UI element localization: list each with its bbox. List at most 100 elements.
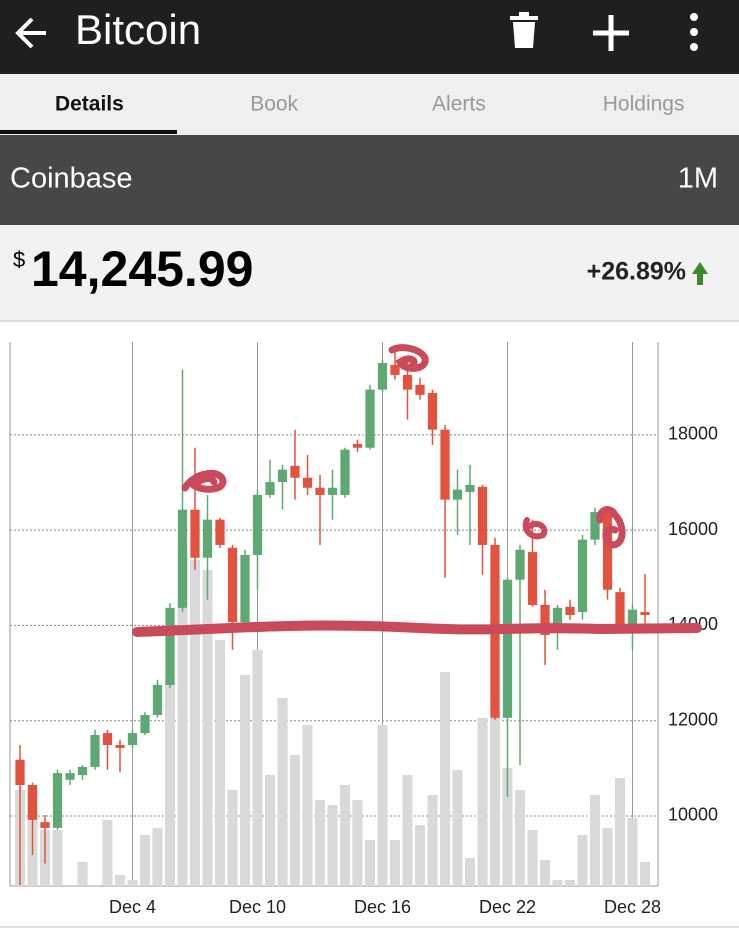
volume-bar [577, 835, 588, 886]
candle-body [577, 539, 588, 613]
candle-body [365, 389, 375, 448]
volume-bar [90, 885, 100, 886]
volume-bar [402, 775, 413, 886]
candle-body [502, 579, 513, 718]
candle-body [402, 374, 413, 390]
volume-bar [202, 570, 213, 886]
volume-bar [165, 682, 175, 886]
volume-bar [115, 875, 125, 886]
volume-bar [465, 858, 475, 886]
add-button[interactable] [593, 15, 629, 51]
candle-body [452, 489, 463, 500]
exchange-name: Coinbase [10, 163, 133, 195]
candle-body [190, 509, 200, 558]
candle-body [240, 554, 250, 623]
app-bar [0, 0, 739, 74]
exchange-bar [0, 135, 739, 225]
volume-bar [315, 800, 325, 886]
candle-body [252, 494, 263, 555]
delete-button[interactable] [510, 12, 538, 48]
price: 14,245.99 [31, 241, 253, 297]
candle-body [277, 469, 288, 483]
volume-bar [390, 840, 400, 886]
volume-bar [102, 820, 113, 886]
volume-bar [627, 818, 638, 886]
candle-body [440, 429, 450, 500]
candle-body [427, 392, 438, 430]
x-tick-label: Dec 22 [479, 897, 536, 917]
candle-body [140, 714, 150, 734]
range[interactable]: 1M [678, 163, 718, 195]
x-tick-label: Dec 16 [354, 897, 411, 917]
tab[interactable]: Details [55, 93, 124, 116]
app-title: Bitcoin [75, 6, 201, 53]
candle-body [77, 766, 88, 776]
currency-symbol: $ [13, 247, 25, 272]
candle-body [90, 734, 100, 767]
volume-bar [127, 880, 138, 886]
x-tick-label: Dec 28 [604, 897, 661, 917]
volume-bar [452, 770, 463, 886]
candle-body [390, 364, 400, 375]
candle-body [340, 449, 350, 495]
candle-body [127, 733, 138, 745]
volume-bar [527, 830, 538, 886]
tab[interactable]: Book [250, 93, 298, 116]
more-button[interactable] [690, 13, 698, 51]
y-tick-label: 12000 [668, 709, 718, 729]
tab-bar [0, 74, 739, 135]
volume-bar [302, 725, 313, 886]
volume-bar [502, 768, 513, 886]
volume-bar [590, 795, 600, 886]
candle-body [540, 604, 550, 635]
candle-body [115, 744, 125, 748]
candle-body [152, 684, 163, 715]
candle-body [215, 519, 225, 545]
x-tick-label: Dec 10 [229, 897, 286, 917]
volume-bar [352, 800, 363, 886]
candle-body [377, 362, 388, 390]
volume-bar [52, 830, 63, 886]
candle-body [590, 512, 600, 540]
volume-bar [290, 755, 300, 886]
volume-bar [440, 672, 450, 886]
candle-body [265, 482, 275, 495]
candle-body [165, 607, 175, 685]
candle-body [640, 612, 650, 615]
volume-bar [540, 860, 550, 886]
candle-body [552, 607, 563, 628]
candle-body [627, 609, 638, 625]
volume-bar [552, 880, 563, 886]
volume-bar [140, 835, 150, 886]
volume-bar [602, 828, 613, 886]
candle-body [615, 592, 625, 625]
candle-body [290, 465, 300, 478]
candle-body [52, 773, 63, 828]
tab[interactable]: Holdings [603, 93, 685, 116]
candle-body [315, 487, 325, 495]
volume-bar [265, 775, 275, 886]
candle-body [415, 384, 425, 395]
candle-body [465, 484, 475, 493]
volume-bar [377, 725, 388, 886]
annotation [132, 344, 702, 637]
tab[interactable]: Alerts [432, 93, 486, 116]
volume-bar [240, 675, 250, 886]
candle-body [202, 519, 213, 558]
volume-bar [565, 880, 575, 886]
tab-indicator [0, 130, 177, 134]
volume-bar [177, 550, 188, 886]
y-tick-label: 10000 [668, 805, 718, 825]
y-tick-label: 18000 [668, 424, 718, 444]
candle-body [327, 487, 338, 495]
volume-bar [77, 862, 88, 886]
back-button[interactable] [15, 17, 46, 49]
candle-body [40, 822, 50, 828]
volume-bar [215, 640, 225, 886]
volume-bar [227, 790, 238, 886]
candle-body [102, 733, 113, 745]
volume-bar [615, 778, 625, 886]
candle-body [515, 549, 525, 580]
